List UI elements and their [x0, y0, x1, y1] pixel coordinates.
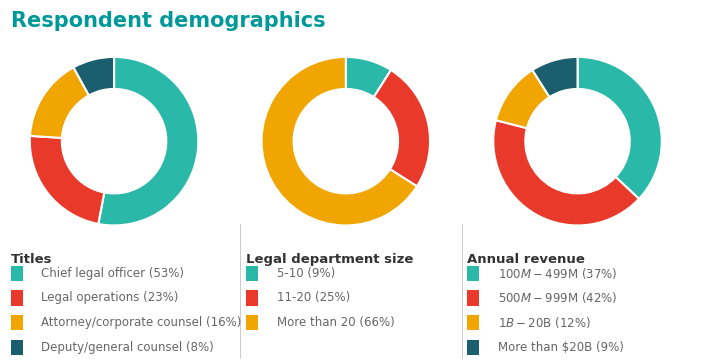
Text: Chief legal officer (53%): Chief legal officer (53%)	[41, 267, 185, 280]
Text: Annual revenue: Annual revenue	[467, 253, 585, 266]
Wedge shape	[73, 57, 114, 96]
Text: Legal department size: Legal department size	[246, 253, 414, 266]
Text: Titles: Titles	[11, 253, 52, 266]
Wedge shape	[30, 67, 89, 138]
Wedge shape	[374, 70, 430, 186]
Text: More than $20B (9%): More than $20B (9%)	[498, 341, 624, 354]
Text: $500M-$999M (42%): $500M-$999M (42%)	[498, 290, 617, 306]
Text: 5-10 (9%): 5-10 (9%)	[277, 267, 335, 280]
Text: Attorney/corporate counsel (16%): Attorney/corporate counsel (16%)	[41, 316, 242, 329]
Wedge shape	[262, 57, 417, 226]
Wedge shape	[493, 120, 639, 226]
Text: 11-20 (25%): 11-20 (25%)	[277, 291, 350, 304]
Text: Respondent demographics: Respondent demographics	[11, 11, 325, 31]
Wedge shape	[578, 57, 662, 199]
Text: More than 20 (66%): More than 20 (66%)	[277, 316, 394, 329]
Text: $100M-$499M (37%): $100M-$499M (37%)	[498, 266, 617, 281]
Text: Legal operations (23%): Legal operations (23%)	[41, 291, 179, 304]
Wedge shape	[496, 70, 550, 128]
Text: $1B-$20B (12%): $1B-$20B (12%)	[498, 315, 590, 330]
Wedge shape	[346, 57, 391, 97]
Wedge shape	[30, 136, 104, 224]
Wedge shape	[533, 57, 578, 97]
Wedge shape	[98, 57, 198, 226]
Text: Deputy/general counsel (8%): Deputy/general counsel (8%)	[41, 341, 214, 354]
